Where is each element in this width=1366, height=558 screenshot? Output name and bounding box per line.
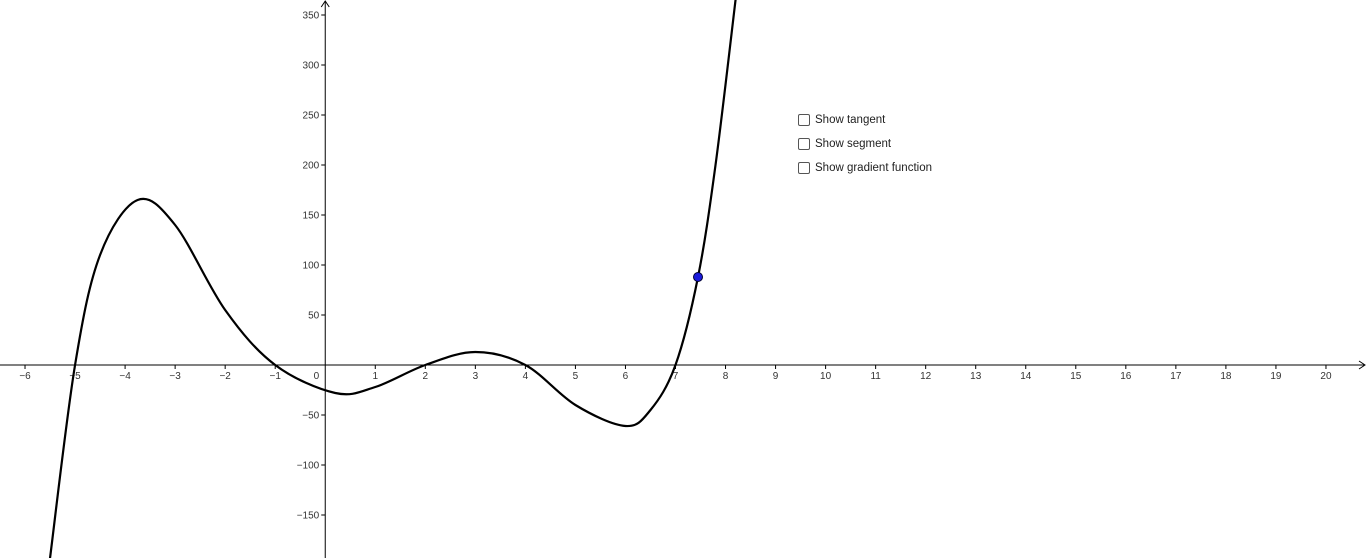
y-tick-label: 350 bbox=[303, 11, 320, 22]
x-tick-label: −2 bbox=[219, 371, 231, 382]
x-tick-label: 15 bbox=[1070, 371, 1082, 382]
x-axis-arrow bbox=[1358, 360, 1366, 370]
x-tick-label: 1 bbox=[372, 371, 378, 382]
x-tick-label: 16 bbox=[1120, 371, 1132, 382]
y-tick-label: 150 bbox=[303, 211, 320, 222]
y-tick-label: −100 bbox=[297, 461, 320, 472]
y-tick-label: −50 bbox=[302, 411, 319, 422]
x-tick-label: 12 bbox=[920, 371, 932, 382]
x-tick-label: −6 bbox=[19, 371, 31, 382]
x-tick-label: 13 bbox=[970, 371, 982, 382]
x-tick-label: 11 bbox=[870, 371, 881, 382]
x-tick-label: 20 bbox=[1320, 371, 1332, 382]
x-tick-label: −3 bbox=[169, 371, 181, 382]
x-tick-label: 14 bbox=[1020, 371, 1032, 382]
point-on-curve[interactable] bbox=[693, 272, 704, 282]
y-axis-arrow bbox=[320, 0, 330, 8]
checkbox-label: Show segment bbox=[815, 138, 892, 150]
x-tick-label: −5 bbox=[69, 371, 81, 382]
x-tick-label: −4 bbox=[119, 371, 131, 382]
x-tick-label: 17 bbox=[1170, 371, 1182, 382]
y-tick-label: 100 bbox=[303, 261, 320, 272]
x-tick-label: −1 bbox=[269, 371, 281, 382]
x-tick-label: 9 bbox=[773, 371, 779, 382]
x-tick-label: 19 bbox=[1270, 371, 1282, 382]
y-tick-label: −150 bbox=[297, 511, 320, 522]
x-tick-label: 7 bbox=[673, 371, 679, 382]
x-tick-label: 18 bbox=[1220, 371, 1232, 382]
y-tick-label: 300 bbox=[303, 61, 320, 72]
x-tick-label: 3 bbox=[473, 371, 479, 382]
show-segment-checkbox[interactable]: Show segment bbox=[798, 132, 998, 156]
x-tick-label: 8 bbox=[723, 371, 729, 382]
y-tick-label: 250 bbox=[303, 111, 320, 122]
y-tick-label: 50 bbox=[308, 311, 320, 322]
checkbox-panel: Show tangent Show segment Show gradient … bbox=[798, 108, 998, 180]
x-tick-label: 6 bbox=[623, 371, 629, 382]
show-gradient-function-checkbox[interactable]: Show gradient function bbox=[798, 156, 998, 180]
show-tangent-checkbox[interactable]: Show tangent bbox=[798, 108, 998, 132]
x-tick-label: 2 bbox=[423, 371, 429, 382]
y-tick-label: 200 bbox=[303, 161, 320, 172]
checkbox-icon[interactable] bbox=[798, 138, 810, 150]
checkbox-icon[interactable] bbox=[798, 162, 810, 174]
x-tick-label: 10 bbox=[820, 371, 832, 382]
origin-label: 0 bbox=[314, 371, 320, 382]
function-curve[interactable] bbox=[48, 0, 737, 558]
tick-labels: −6 −5 −4 −3 −2 −1 1 2 3 4 5 6 7 8 9 10 11 12 13 14 15 16 17 18 1… bbox=[19, 11, 1332, 522]
checkbox-label: Show tangent bbox=[815, 114, 886, 126]
x-tick-label: 4 bbox=[523, 371, 529, 382]
checkbox-icon[interactable] bbox=[798, 114, 810, 126]
x-tick-label: 5 bbox=[573, 371, 579, 382]
checkbox-label: Show gradient function bbox=[815, 162, 932, 174]
